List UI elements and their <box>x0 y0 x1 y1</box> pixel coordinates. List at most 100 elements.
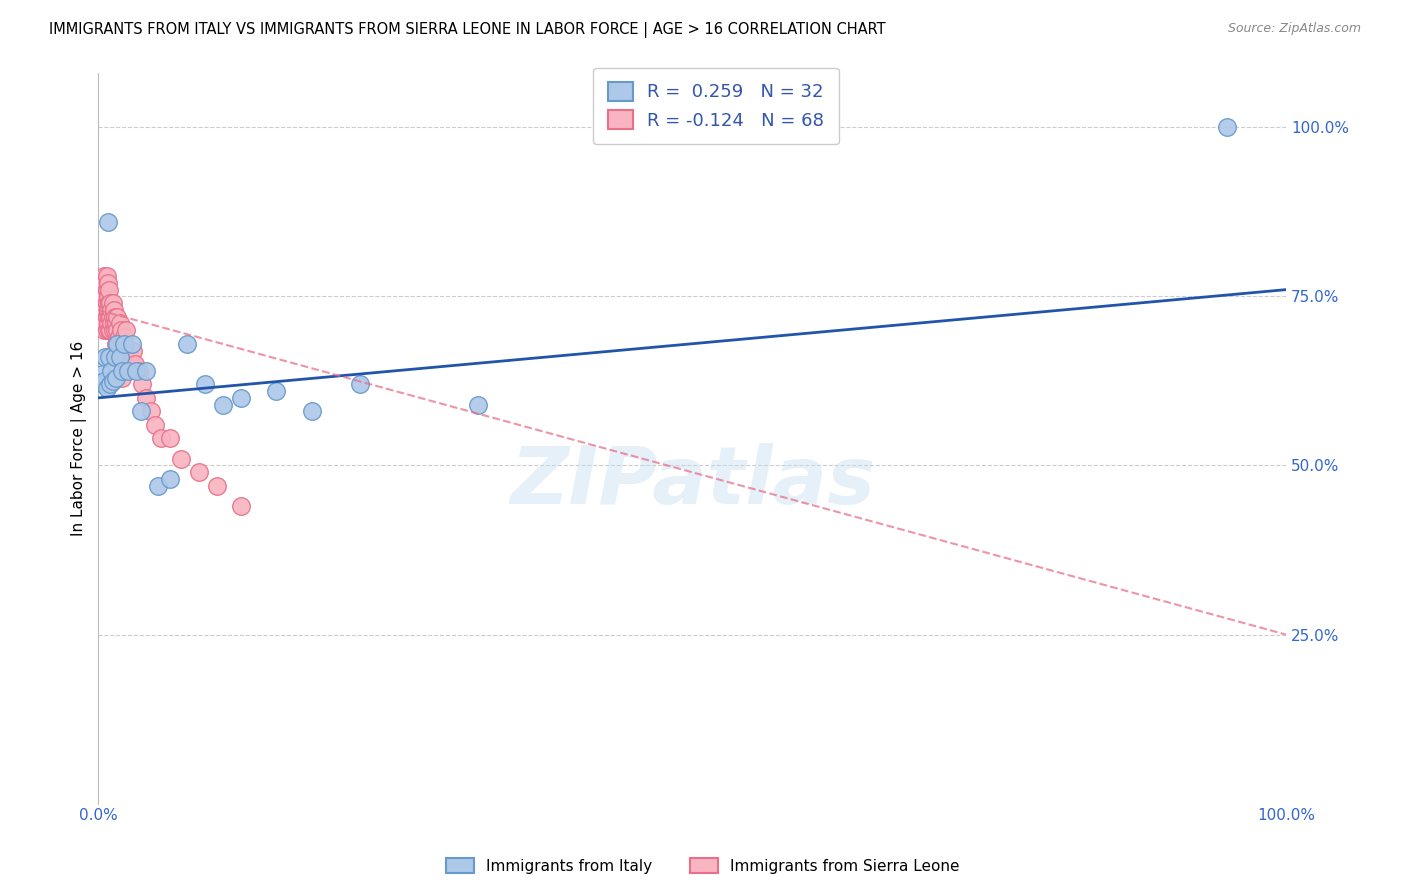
Point <box>114 323 136 337</box>
Point <box>125 364 148 378</box>
Point <box>93 310 115 324</box>
Point <box>98 323 121 337</box>
Text: IMMIGRANTS FROM ITALY VS IMMIGRANTS FROM SIERRA LEONE IN LABOR FORCE | AGE > 16 : IMMIGRANTS FROM ITALY VS IMMIGRANTS FROM… <box>49 22 886 38</box>
Point <box>1215 120 1237 135</box>
Point <box>117 357 139 371</box>
Point <box>108 351 131 365</box>
Point <box>112 336 135 351</box>
Point <box>104 323 127 337</box>
Point <box>212 398 235 412</box>
Point <box>94 351 117 365</box>
Point <box>159 432 181 446</box>
Point <box>100 364 122 378</box>
Point <box>90 367 112 381</box>
Point <box>105 310 128 324</box>
Point <box>101 323 124 337</box>
Point <box>98 283 121 297</box>
Point <box>98 351 121 365</box>
Point <box>105 370 128 384</box>
Point <box>121 336 143 351</box>
Point <box>107 330 129 344</box>
Point <box>124 357 146 371</box>
Point <box>266 384 288 398</box>
Point <box>104 310 127 324</box>
Point <box>97 215 120 229</box>
Point <box>143 417 166 432</box>
Point <box>110 323 132 337</box>
Point <box>194 377 217 392</box>
Point <box>90 296 112 310</box>
Point <box>135 391 157 405</box>
Text: ZIPatlas: ZIPatlas <box>509 443 875 521</box>
Point <box>98 323 121 337</box>
Legend: R =  0.259   N = 32, R = -0.124   N = 68: R = 0.259 N = 32, R = -0.124 N = 68 <box>593 68 838 145</box>
Point <box>135 364 157 378</box>
Point <box>98 377 121 392</box>
Text: Source: ZipAtlas.com: Source: ZipAtlas.com <box>1227 22 1361 36</box>
Point <box>467 398 489 412</box>
Point <box>90 302 112 317</box>
Point <box>105 336 128 351</box>
Point <box>96 296 118 310</box>
Point <box>103 302 125 317</box>
Point <box>90 283 112 297</box>
Point <box>128 364 150 378</box>
Point <box>93 323 115 337</box>
Point <box>229 499 252 513</box>
Point <box>159 472 181 486</box>
Point <box>108 317 131 331</box>
Point <box>97 302 120 317</box>
Point <box>105 336 128 351</box>
Point <box>98 310 121 324</box>
Point <box>100 317 122 331</box>
Point <box>229 391 252 405</box>
Point <box>205 479 228 493</box>
Point <box>120 351 142 365</box>
Y-axis label: In Labor Force | Age > 16: In Labor Force | Age > 16 <box>72 341 87 536</box>
Point <box>105 323 128 337</box>
Point <box>91 289 114 303</box>
Point <box>117 364 139 378</box>
Point <box>98 296 121 310</box>
Point <box>94 302 117 317</box>
Point <box>91 317 114 331</box>
Point <box>91 302 114 317</box>
Point <box>96 381 118 395</box>
Point <box>101 374 124 388</box>
Point <box>94 317 117 331</box>
Point <box>94 276 117 290</box>
Point <box>139 404 162 418</box>
Point <box>93 283 115 297</box>
Point <box>301 404 323 418</box>
Point <box>188 465 211 479</box>
Point <box>94 289 117 303</box>
Point <box>176 336 198 351</box>
Point <box>96 283 118 297</box>
Point <box>111 364 134 378</box>
Point <box>101 310 124 324</box>
Point <box>96 310 118 324</box>
Point <box>349 377 371 392</box>
Point <box>114 330 136 344</box>
Point <box>121 343 143 358</box>
Point <box>93 269 115 284</box>
Point <box>96 269 118 284</box>
Point <box>129 404 152 418</box>
Point <box>96 323 118 337</box>
Point <box>90 289 112 303</box>
Legend: Immigrants from Italy, Immigrants from Sierra Leone: Immigrants from Italy, Immigrants from S… <box>440 852 966 880</box>
Point <box>150 432 173 446</box>
Point <box>98 296 121 310</box>
Point <box>90 310 112 324</box>
Point <box>131 377 153 392</box>
Point <box>97 317 120 331</box>
Point <box>97 276 120 290</box>
Point <box>114 336 136 351</box>
Point <box>103 317 125 331</box>
Point <box>100 302 122 317</box>
Point <box>91 377 114 392</box>
Point <box>97 289 120 303</box>
Point <box>111 370 134 384</box>
Point <box>93 374 115 388</box>
Point <box>104 351 127 365</box>
